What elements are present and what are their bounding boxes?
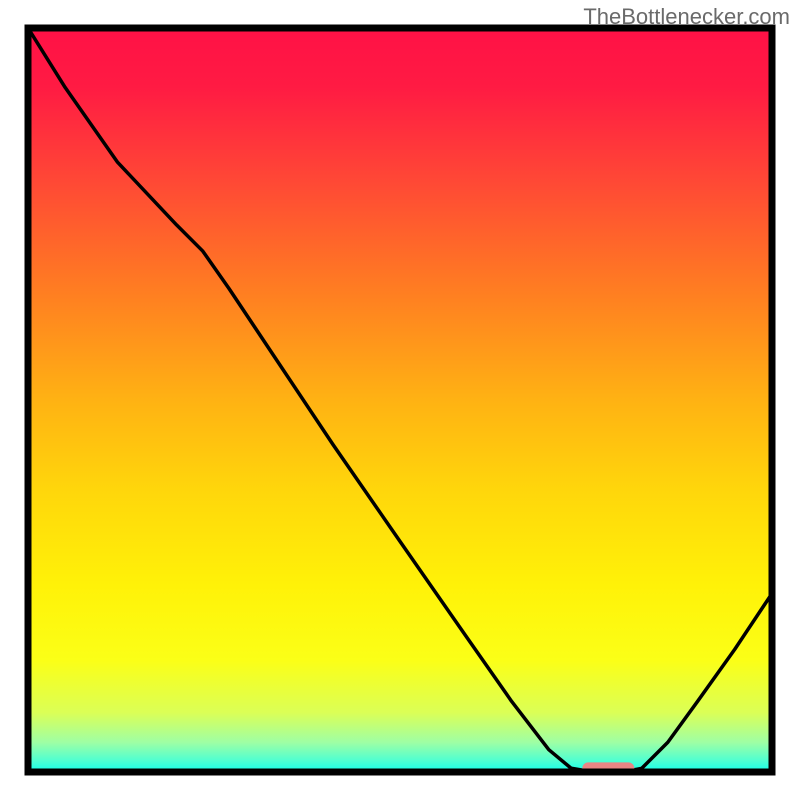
chart-container: TheBottlenecker.com bbox=[0, 0, 800, 800]
bottleneck-chart bbox=[0, 0, 800, 800]
plot-background bbox=[28, 28, 772, 772]
watermark-text: TheBottlenecker.com bbox=[583, 4, 790, 30]
